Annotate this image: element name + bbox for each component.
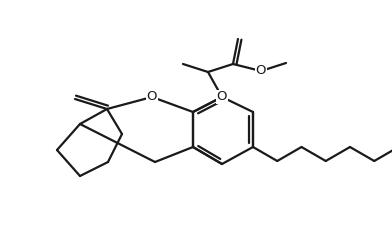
Text: O: O xyxy=(147,90,157,104)
Text: O: O xyxy=(256,65,266,78)
Text: O: O xyxy=(217,90,227,104)
